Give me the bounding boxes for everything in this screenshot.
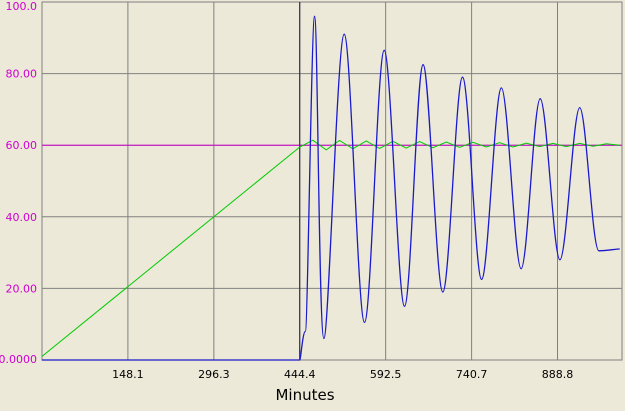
series-line-blue (42, 15, 620, 361)
x-tick-labels: 148.1 296.3 444.4 592.5 740.7 888.8 (112, 368, 573, 381)
x-tick-label: 444.4 (284, 368, 316, 381)
y-tick-label: 20.00 (6, 282, 38, 295)
x-tick-label: 296.3 (198, 368, 230, 381)
y-tick-label: 60.00 (6, 139, 38, 152)
y-tick-labels: 0.0000 20.00 40.00 60.00 80.00 100.0 (0, 0, 37, 366)
y-tick-label: 80.00 (6, 68, 38, 81)
plot-area (41, 1, 623, 361)
x-axis-label: Minutes (275, 386, 334, 404)
x-tick-label: 740.7 (456, 368, 488, 381)
y-tick-label: 0.0000 (0, 353, 37, 366)
x-tick-label: 888.8 (542, 368, 574, 381)
y-tick-label: 40.00 (6, 211, 38, 224)
series-line-green (41, 139, 620, 357)
y-tick-label: 100.0 (6, 0, 38, 13)
series-layer (41, 15, 620, 361)
x-tick-label: 592.5 (370, 368, 402, 381)
x-tick-label: 148.1 (112, 368, 144, 381)
